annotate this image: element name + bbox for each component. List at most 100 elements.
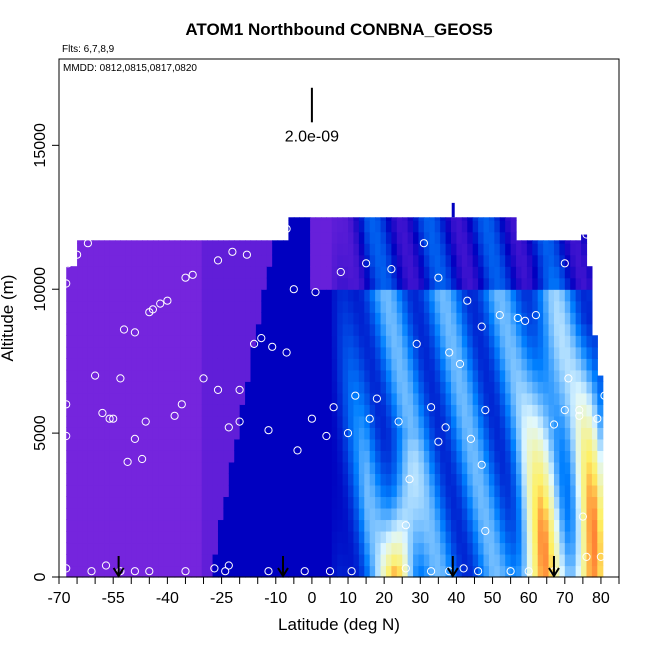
heatmap-cell — [553, 346, 560, 359]
heatmap-cell — [337, 415, 344, 428]
heatmap-cell — [494, 450, 501, 463]
heatmap-cell — [407, 553, 414, 567]
observation-point — [145, 567, 154, 576]
heatmap-cell — [559, 461, 566, 474]
heatmap-cell — [217, 266, 224, 279]
heatmap-cell — [385, 243, 392, 256]
heatmap-cell — [369, 277, 376, 290]
heatmap-cell — [82, 369, 89, 382]
heatmap-cell — [348, 565, 355, 578]
heatmap-cell — [440, 519, 447, 532]
heatmap-cell — [71, 358, 78, 371]
heatmap-cell — [391, 427, 398, 440]
heatmap-cell — [461, 381, 468, 394]
heatmap-cell — [337, 323, 344, 336]
heatmap-cell — [353, 243, 360, 256]
heatmap-cell — [364, 484, 371, 498]
heatmap-cell — [71, 496, 78, 509]
heatmap-cell — [591, 496, 598, 509]
heatmap-cell — [440, 346, 447, 359]
heatmap-cell — [82, 392, 89, 405]
heatmap-cell — [66, 312, 73, 325]
heatmap-cell — [255, 289, 262, 302]
heatmap-cell — [445, 496, 452, 509]
heatmap-cell — [104, 300, 111, 313]
heatmap-cell — [440, 243, 447, 256]
heatmap-cell — [597, 542, 604, 555]
heatmap-cell — [185, 335, 192, 348]
heatmap-cell — [196, 381, 203, 394]
heatmap-cell — [93, 496, 100, 509]
heatmap-cell — [239, 369, 246, 382]
heatmap-cell — [348, 484, 355, 498]
heatmap-cell — [581, 323, 588, 336]
heatmap-cell — [429, 323, 436, 336]
heatmap-cell — [104, 358, 111, 371]
heatmap-cell — [82, 300, 89, 313]
heatmap-cell — [445, 427, 452, 440]
heatmap-cell — [429, 254, 436, 267]
heatmap-cell — [483, 484, 490, 498]
heatmap-cell — [521, 289, 528, 302]
heatmap-cell — [348, 323, 355, 336]
heatmap-cell — [451, 243, 458, 256]
heatmap-cell — [342, 565, 349, 578]
heatmap-cell — [180, 542, 187, 555]
heatmap-cell — [553, 240, 560, 244]
observation-point — [170, 411, 179, 420]
heatmap-cell — [418, 289, 425, 302]
heatmap-cell — [429, 381, 436, 394]
heatmap-cell — [559, 542, 566, 555]
heatmap-cell — [564, 243, 571, 256]
heatmap-cell — [380, 358, 387, 371]
heatmap-cell — [423, 266, 430, 279]
heatmap-cell — [326, 461, 333, 474]
heatmap-cell — [526, 369, 533, 382]
heatmap-cell — [521, 323, 528, 336]
heatmap-cell — [190, 254, 197, 267]
heatmap-cell — [315, 266, 322, 279]
heatmap-cell — [207, 519, 214, 532]
observation-point — [213, 256, 223, 265]
heatmap-cell — [423, 254, 430, 267]
heatmap-cell — [364, 427, 371, 440]
heatmap-cell — [369, 542, 376, 555]
heatmap-cell — [320, 392, 327, 405]
heatmap-cell — [223, 519, 230, 532]
observation-point — [224, 423, 233, 432]
heatmap-cell — [169, 507, 176, 521]
heatmap-cell — [180, 358, 187, 371]
heatmap-cell — [293, 335, 300, 348]
heatmap-cell — [196, 277, 203, 290]
heatmap-cell — [125, 289, 132, 302]
heatmap-cell — [125, 312, 132, 325]
heatmap-cell — [505, 427, 512, 440]
heatmap-cell — [375, 312, 382, 325]
heatmap-cell — [575, 312, 582, 325]
heatmap-cell — [586, 507, 593, 521]
heatmap-cell — [272, 289, 279, 302]
heatmap-cell — [304, 473, 311, 486]
observation-point — [405, 475, 414, 484]
heatmap-cell — [342, 496, 349, 509]
heatmap-cell — [478, 300, 485, 313]
heatmap-cell — [77, 530, 84, 544]
heatmap-cell — [142, 254, 149, 267]
heatmap-cell — [418, 519, 425, 532]
heatmap-cell — [413, 542, 420, 555]
heatmap-cell — [423, 335, 430, 348]
heatmap-cell — [337, 427, 344, 440]
heatmap-cell — [255, 461, 262, 474]
heatmap-cell — [461, 346, 468, 359]
heatmap-cell — [413, 369, 420, 382]
heatmap-cell — [521, 519, 528, 532]
heatmap-cell — [532, 335, 539, 348]
heatmap-cell — [217, 254, 224, 267]
heatmap-cell — [207, 427, 214, 440]
scale-bar: 2.0e-09 — [285, 87, 339, 145]
heatmap-cell — [245, 335, 252, 348]
heatmap-cell — [169, 438, 176, 451]
heatmap-cell — [283, 254, 290, 267]
heatmap-cell — [266, 289, 273, 302]
heatmap-cell — [283, 346, 290, 359]
